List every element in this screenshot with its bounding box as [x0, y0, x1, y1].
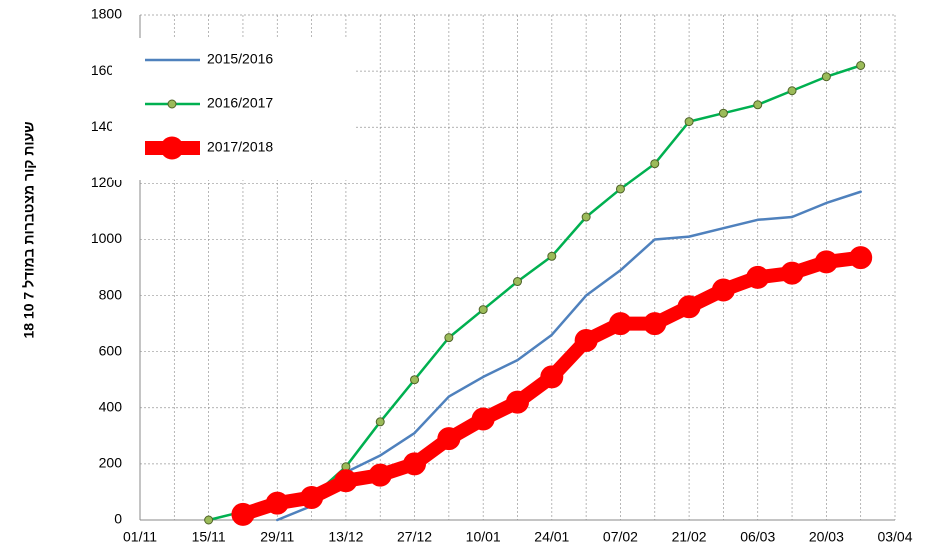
marker	[814, 250, 838, 274]
legend-label: 2016/2017	[207, 95, 273, 111]
marker	[471, 407, 495, 431]
marker	[581, 212, 591, 222]
legend-marker	[167, 99, 177, 109]
y-tick-label: 400	[99, 398, 123, 414]
legend-label: 2017/2018	[207, 139, 273, 155]
marker	[643, 312, 667, 336]
y-tick-label: 800	[99, 286, 123, 302]
marker	[403, 452, 427, 476]
marker	[615, 184, 625, 194]
x-tick-label: 29/11	[260, 529, 294, 545]
marker	[677, 295, 701, 319]
marker	[300, 486, 324, 510]
marker	[650, 159, 660, 169]
marker	[711, 278, 735, 302]
x-tick-label: 10/01	[466, 529, 501, 545]
marker	[780, 261, 804, 285]
x-tick-label: 27/12	[397, 529, 432, 545]
marker	[506, 390, 529, 414]
marker	[856, 61, 866, 70]
marker	[540, 365, 564, 389]
marker	[821, 72, 831, 82]
marker	[574, 328, 598, 352]
y-tick-label: 200	[99, 455, 123, 471]
legend-label: 2015/2016	[207, 51, 273, 67]
x-tick-label: 24/01	[534, 529, 569, 545]
marker	[684, 117, 694, 127]
marker	[478, 305, 488, 315]
x-tick-label: 01/11	[123, 529, 157, 545]
marker	[334, 469, 358, 493]
y-tick-label: 600	[99, 342, 123, 358]
marker	[204, 515, 214, 525]
y-tick-label: 1800	[91, 6, 122, 22]
legend-box	[112, 38, 355, 180]
marker	[375, 417, 385, 427]
marker	[547, 251, 557, 261]
marker	[753, 100, 763, 110]
marker	[265, 491, 289, 515]
series-line	[276, 190, 862, 522]
y-tick-label: 0	[114, 511, 122, 527]
marker	[437, 427, 461, 451]
marker	[444, 333, 454, 343]
marker	[231, 502, 255, 526]
x-tick-label: 20/03	[809, 529, 844, 545]
marker	[849, 246, 873, 270]
legend-marker	[160, 136, 184, 160]
x-tick-label: 06/03	[740, 529, 775, 545]
y-tick-label: 1000	[91, 230, 122, 246]
x-tick-label: 07/02	[603, 529, 638, 545]
x-tick-label: 21/02	[672, 529, 707, 545]
marker	[718, 108, 728, 118]
marker	[368, 463, 392, 487]
marker	[410, 375, 420, 385]
x-tick-label: 13/12	[328, 529, 363, 545]
x-tick-label: 03/04	[877, 529, 912, 545]
marker	[513, 277, 522, 287]
x-tick-label: 15/11	[192, 529, 226, 545]
y-axis-label: שעות קור מצטברות במודל 7 10 18	[21, 121, 37, 338]
marker	[746, 265, 770, 289]
marker	[787, 86, 797, 96]
marker	[608, 312, 632, 336]
